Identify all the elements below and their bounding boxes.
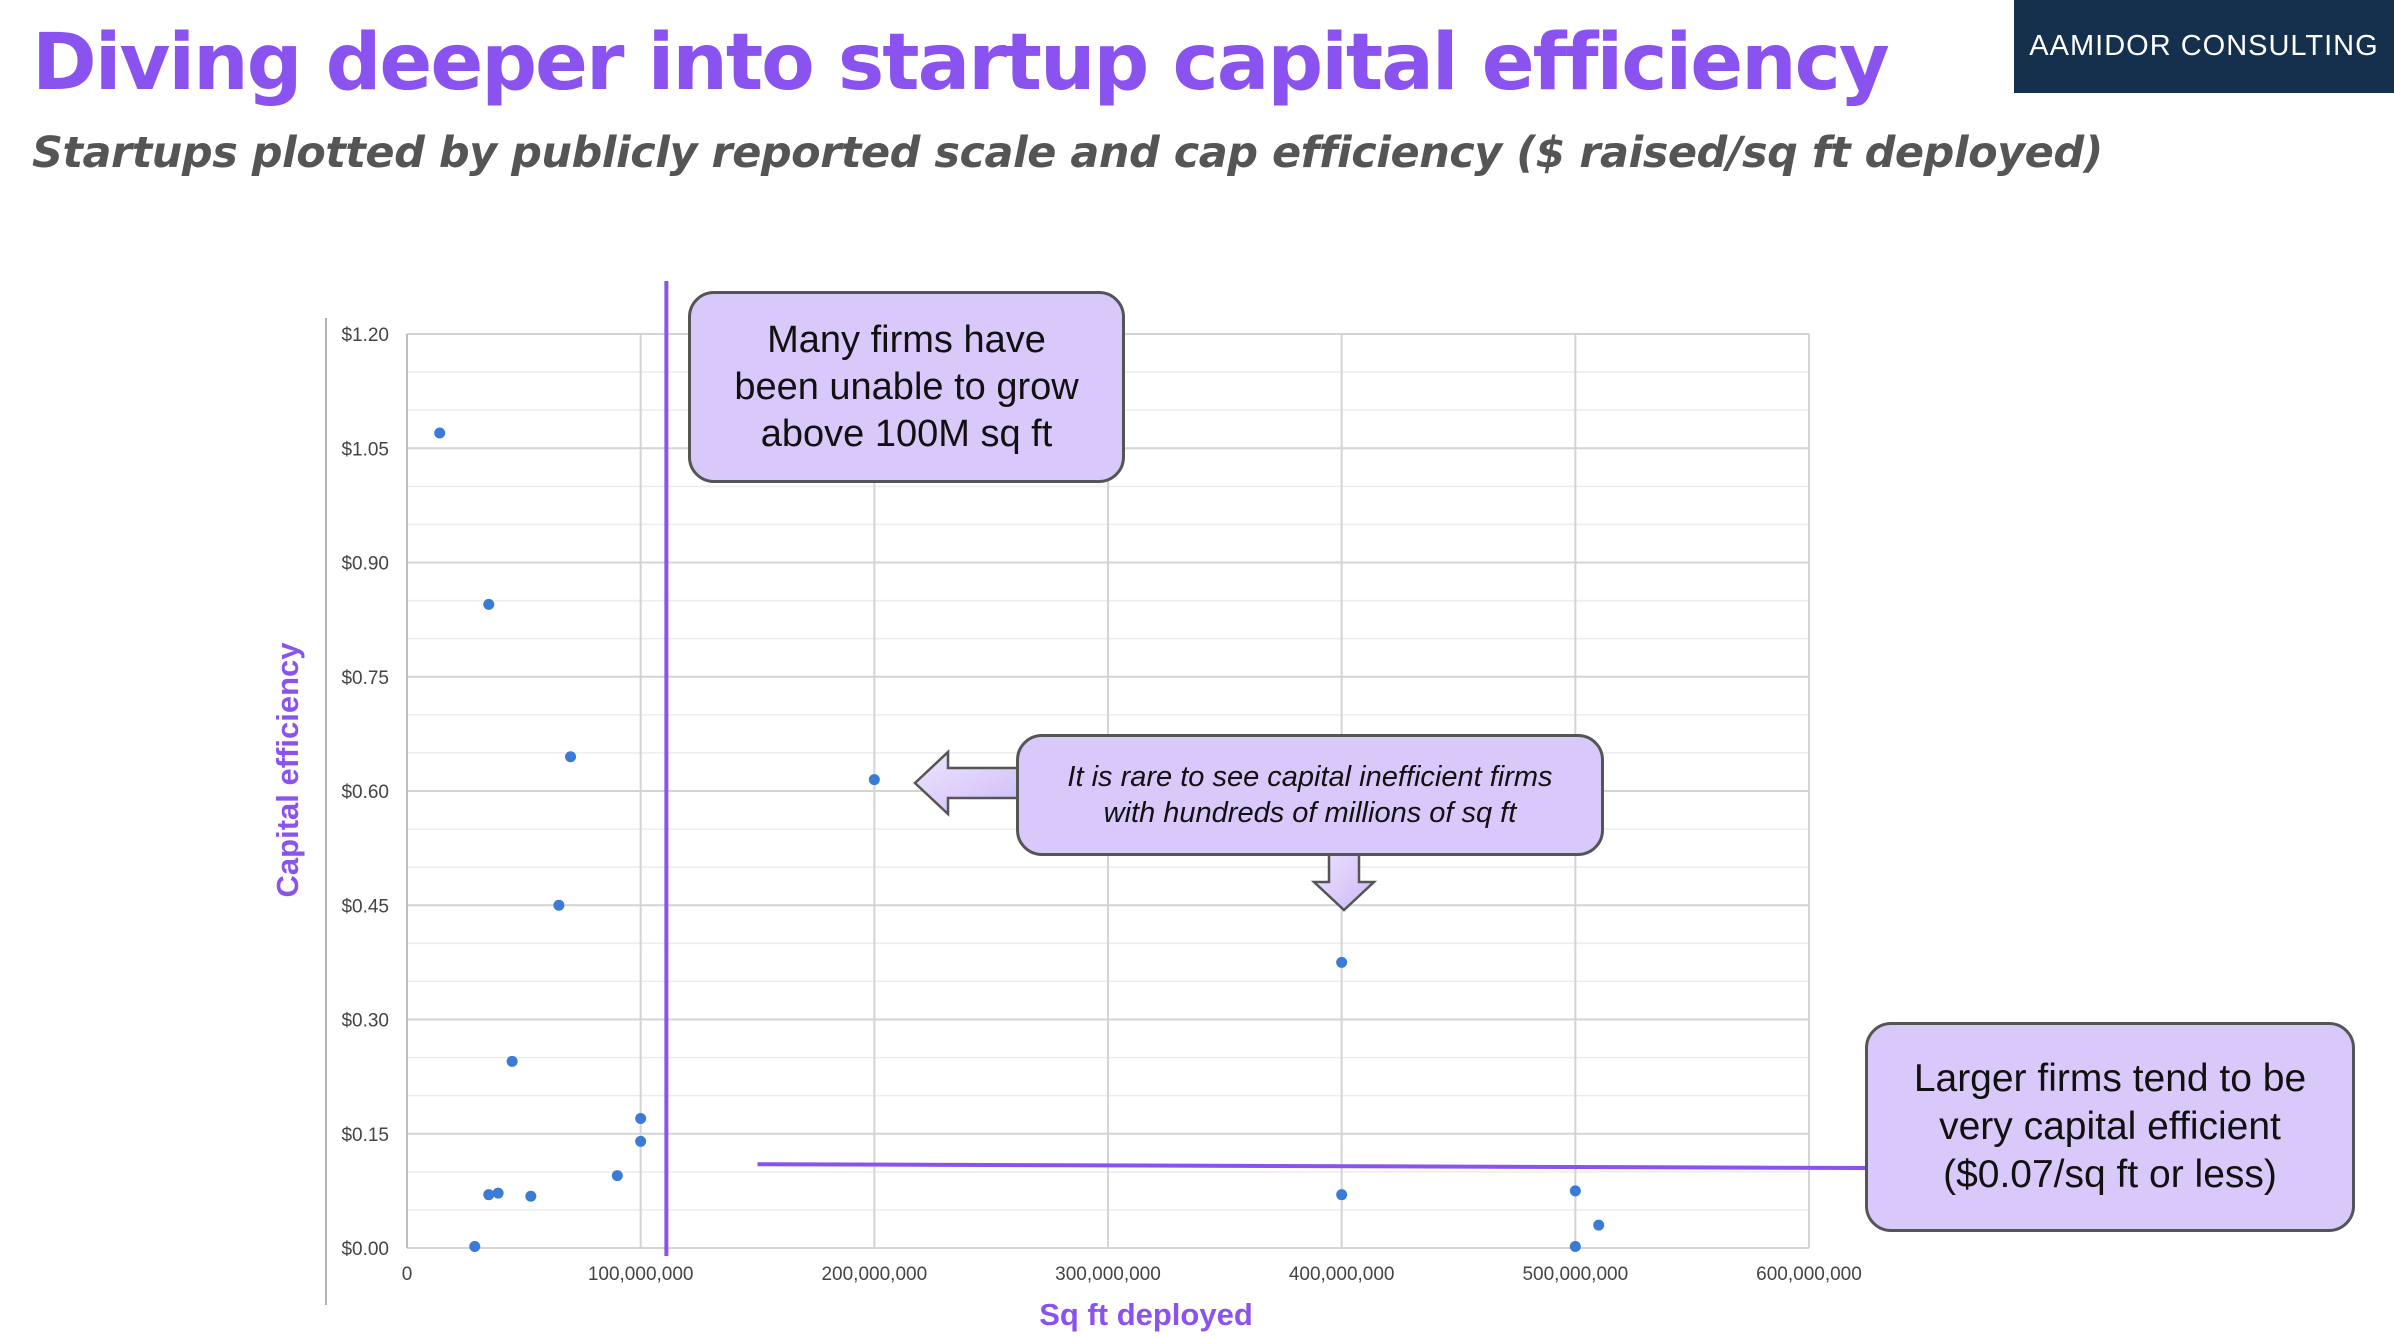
data-point [553, 899, 565, 911]
callout-growth-line-3: above 100M sq ft [760, 412, 1053, 455]
axis-ticks: $0.00 $0.15 $0.30 $0.45 $0.60 $0.75 $0.90 $1.05… [341, 325, 1861, 1285]
y-tick-label: $0.60 [341, 782, 389, 803]
data-point [434, 427, 446, 439]
data-point [469, 1240, 481, 1252]
callout-rare-line-2: with hundreds of millions of sq ft [1103, 797, 1517, 829]
brand-name: AAMIDOR CONSULTING [2029, 30, 2379, 62]
callout-large-line-3: ($0.07/sq ft or less) [1943, 1153, 2277, 1196]
x-axis-title: Sq ft deployed [1039, 1297, 1253, 1332]
efficiency-trend-line [757, 1162, 1868, 1171]
callout-growth-line-1: Many firms have [767, 318, 1046, 361]
callout-large-line-1: Larger firms tend to be [1913, 1057, 2307, 1100]
data-point [565, 751, 577, 763]
data-point [635, 1135, 647, 1147]
y-tick-label: $0.75 [341, 668, 389, 689]
x-tick-label: 300,000,000 [1055, 1264, 1161, 1285]
x-tick-label: 100,000,000 [588, 1264, 694, 1285]
callout-large-text: Larger firms tend to be very capital eff… [1914, 1055, 2306, 1199]
data-point [868, 774, 880, 786]
data-point [611, 1170, 623, 1182]
data-point [492, 1187, 504, 1199]
data-point [1569, 1240, 1581, 1252]
y-tick-label: $0.90 [341, 554, 389, 575]
brand-badge: AAMIDOR CONSULTING [2014, 0, 2394, 93]
data-point [1569, 1185, 1581, 1197]
callout-growth-limit: Many firms have been unable to grow abov… [688, 291, 1125, 483]
callout-rare-line-1: It is rare to see capital inefficient fi… [1067, 761, 1553, 793]
x-tick-label: 0 [402, 1264, 413, 1285]
y-tick-label: $0.45 [341, 896, 389, 917]
x-tick-label: 200,000,000 [821, 1264, 927, 1285]
data-point [1336, 1189, 1348, 1201]
callout-rare-inefficient: It is rare to see capital inefficient fi… [1016, 734, 1604, 856]
data-point [1593, 1219, 1605, 1231]
callout-growth-text: Many firms have been unable to grow abov… [734, 317, 1078, 458]
y-tick-label: $1.20 [341, 325, 389, 346]
data-points [434, 427, 1605, 1252]
y-axis-title: Capital efficiency [270, 642, 305, 898]
page-subtitle: Startups plotted by publicly reported sc… [32, 128, 2103, 178]
callout-large-efficient: Larger firms tend to be very capital eff… [1865, 1022, 2355, 1232]
y-tick-label: $0.00 [341, 1239, 389, 1260]
left-arrow-icon [913, 749, 1034, 817]
y-tick-label: $1.05 [341, 439, 389, 460]
data-point [635, 1113, 647, 1125]
y-tick-label: $0.15 [341, 1125, 389, 1146]
callout-growth-line-2: been unable to grow [734, 365, 1079, 408]
data-point [483, 1189, 495, 1201]
data-point [1336, 956, 1348, 968]
page-title: Diving deeper into startup capital effic… [32, 18, 1890, 108]
data-point [483, 598, 495, 610]
x-tick-label: 600,000,000 [1756, 1264, 1862, 1285]
callout-large-line-2: very capital efficient [1939, 1105, 2281, 1148]
y-tick-label: $0.30 [341, 1011, 389, 1032]
callout-rare-text: It is rare to see capital inefficient fi… [1067, 759, 1552, 831]
data-point [506, 1055, 518, 1067]
x-tick-label: 400,000,000 [1289, 1264, 1395, 1285]
x-tick-label: 500,000,000 [1522, 1264, 1628, 1285]
data-point [525, 1190, 537, 1202]
